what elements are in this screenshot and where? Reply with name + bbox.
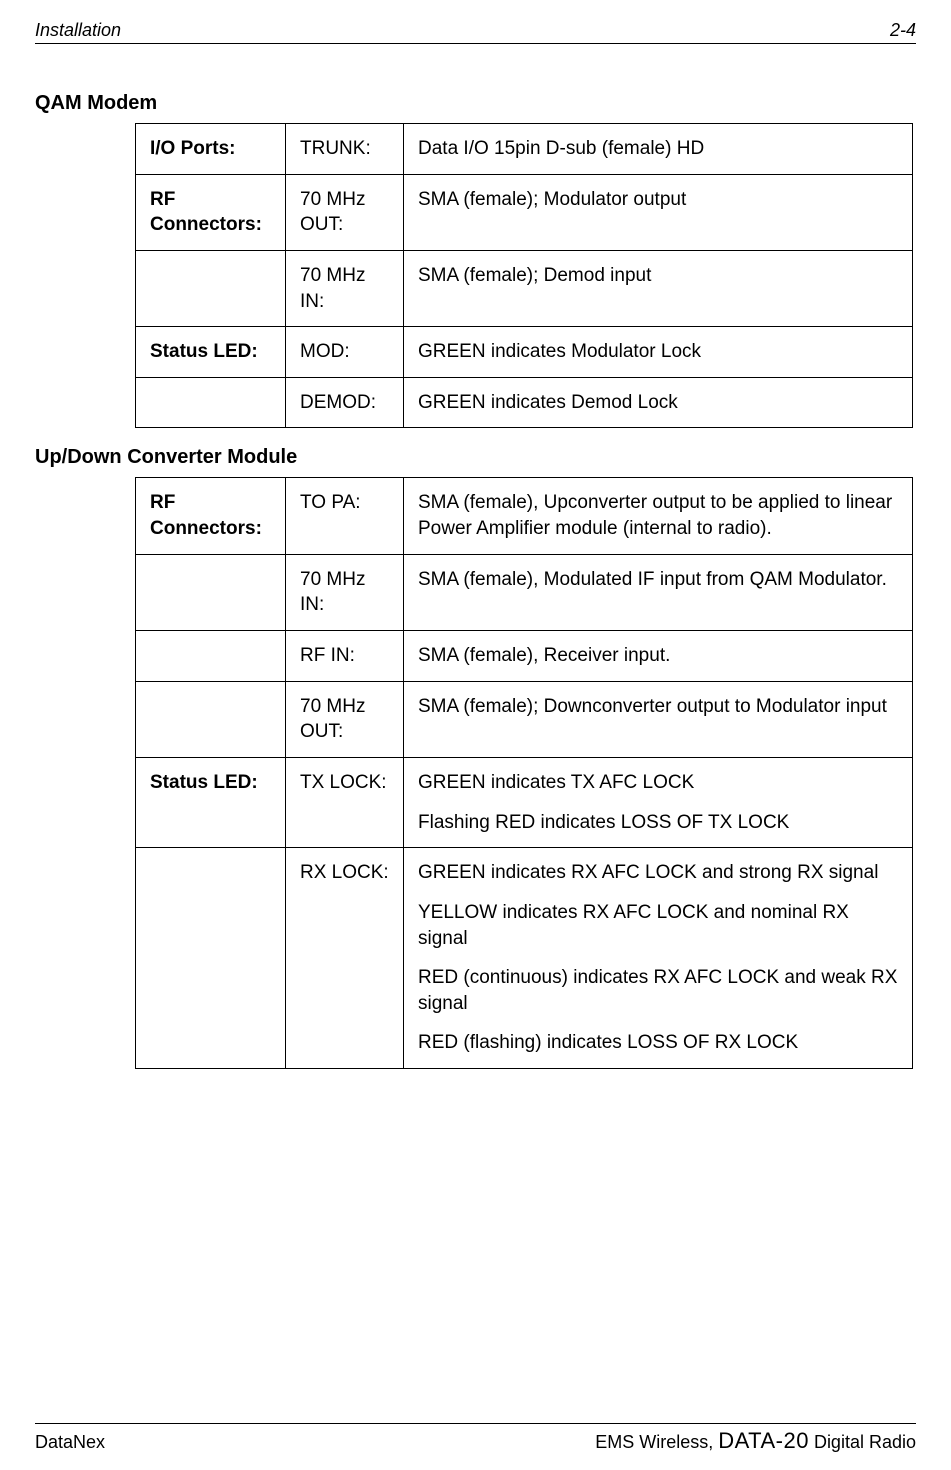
row-value: SMA (female), Upconverter output to be a… (404, 478, 913, 554)
row-label: RF Connectors: (136, 478, 286, 554)
table-row: 70 MHz IN: SMA (female), Modulated IF inp… (136, 554, 913, 630)
row-key: 70 MHz IN: (286, 554, 404, 630)
table-row: Status LED:TX LOCK:GREEN indicates TX AF… (136, 757, 913, 847)
row-value-paragraph: Flashing RED indicates LOSS OF TX LOCK (418, 810, 898, 836)
row-value-paragraph: SMA (female), Modulated IF input from QA… (418, 567, 898, 593)
footer-right: EMS Wireless, DATA-20 Digital Radio (595, 1428, 916, 1454)
table-row: 70 MHz IN: SMA (female); Demod input (136, 250, 913, 326)
qam-table: I/O Ports:TRUNK: Data I/O 15pin D-sub (fe… (135, 123, 913, 428)
row-key: TX LOCK: (286, 757, 404, 847)
footer-right-prefix: EMS Wireless, (595, 1432, 718, 1452)
footer-right-suffix: Digital Radio (809, 1432, 916, 1452)
row-key: 70 MHz IN: (286, 250, 404, 326)
row-label: RF Connectors: (136, 174, 286, 250)
row-value-paragraph: GREEN indicates Demod Lock (418, 390, 898, 416)
row-key: MOD: (286, 327, 404, 378)
table-row: Status LED:MOD: GREEN indicates Modulator… (136, 327, 913, 378)
table-row: RF Connectors:TO PA: SMA (female), Upconv… (136, 478, 913, 554)
row-value: GREEN indicates RX AFC LOCK and strong R… (404, 848, 913, 1069)
row-value: SMA (female); Demod input (404, 250, 913, 326)
table-row: RX LOCK: GREEN indicates RX AFC LOCK and … (136, 848, 913, 1069)
row-key: RX LOCK: (286, 848, 404, 1069)
row-label (136, 681, 286, 757)
row-value: SMA (female); Modulator output (404, 174, 913, 250)
page-header: Installation 2-4 (35, 20, 916, 44)
row-value-paragraph: GREEN indicates RX AFC LOCK and strong R… (418, 860, 898, 886)
row-value: SMA (female); Downconverter output to Mo… (404, 681, 913, 757)
row-value-paragraph: SMA (female); Modulator output (418, 187, 898, 213)
row-label: I/O Ports: (136, 124, 286, 175)
row-value-paragraph: SMA (female); Demod input (418, 263, 898, 289)
footer-right-brand: DATA-20 (718, 1428, 809, 1453)
row-key: RF IN: (286, 631, 404, 682)
row-value: GREEN indicates Modulator Lock (404, 327, 913, 378)
row-value-paragraph: RED (flashing) indicates LOSS OF RX LOCK (418, 1030, 898, 1056)
row-label: Status LED: (136, 757, 286, 847)
row-key: TRUNK: (286, 124, 404, 175)
row-label (136, 377, 286, 428)
row-key: 70 MHz OUT: (286, 681, 404, 757)
row-label (136, 631, 286, 682)
row-value: GREEN indicates Demod Lock (404, 377, 913, 428)
row-label (136, 848, 286, 1069)
table-row: I/O Ports:TRUNK: Data I/O 15pin D-sub (fe… (136, 124, 913, 175)
header-right: 2-4 (890, 20, 916, 41)
row-value: SMA (female), Receiver input. (404, 631, 913, 682)
table-row: RF Connectors:70 MHz OUT: SMA (female); M… (136, 174, 913, 250)
page-footer: DataNex EMS Wireless, DATA-20 Digital Ra… (35, 1423, 916, 1454)
row-value-paragraph: YELLOW indicates RX AFC LOCK and nominal… (418, 900, 898, 951)
row-value-paragraph: SMA (female), Upconverter output to be a… (418, 490, 898, 541)
row-value-paragraph: GREEN indicates Modulator Lock (418, 339, 898, 365)
row-label (136, 250, 286, 326)
row-key: TO PA: (286, 478, 404, 554)
header-left: Installation (35, 20, 121, 41)
row-label (136, 554, 286, 630)
page: Installation 2-4 QAM Modem I/O Ports:TRU… (0, 0, 951, 1470)
row-value-paragraph: SMA (female); Downconverter output to Mo… (418, 694, 898, 720)
table-row: RF IN: SMA (female), Receiver input. (136, 631, 913, 682)
row-value: GREEN indicates TX AFC LOCK Flashing RED … (404, 757, 913, 847)
row-value-paragraph: Data I/O 15pin D-sub (female) HD (418, 136, 898, 162)
row-value: SMA (female), Modulated IF input from QA… (404, 554, 913, 630)
row-value-paragraph: SMA (female), Receiver input. (418, 643, 898, 669)
row-value: Data I/O 15pin D-sub (female) HD (404, 124, 913, 175)
footer-left: DataNex (35, 1432, 105, 1453)
converter-table: RF Connectors:TO PA: SMA (female), Upconv… (135, 477, 913, 1069)
section-title-qam: QAM Modem (35, 92, 916, 115)
table-row: DEMOD: GREEN indicates Demod Lock (136, 377, 913, 428)
section-title-converter: Up/Down Converter Module (35, 446, 916, 469)
row-label: Status LED: (136, 327, 286, 378)
table-row: 70 MHz OUT: SMA (female); Downconverter o… (136, 681, 913, 757)
row-value-paragraph: GREEN indicates TX AFC LOCK (418, 770, 898, 796)
row-key: 70 MHz OUT: (286, 174, 404, 250)
row-key: DEMOD: (286, 377, 404, 428)
row-value-paragraph: RED (continuous) indicates RX AFC LOCK a… (418, 965, 898, 1016)
